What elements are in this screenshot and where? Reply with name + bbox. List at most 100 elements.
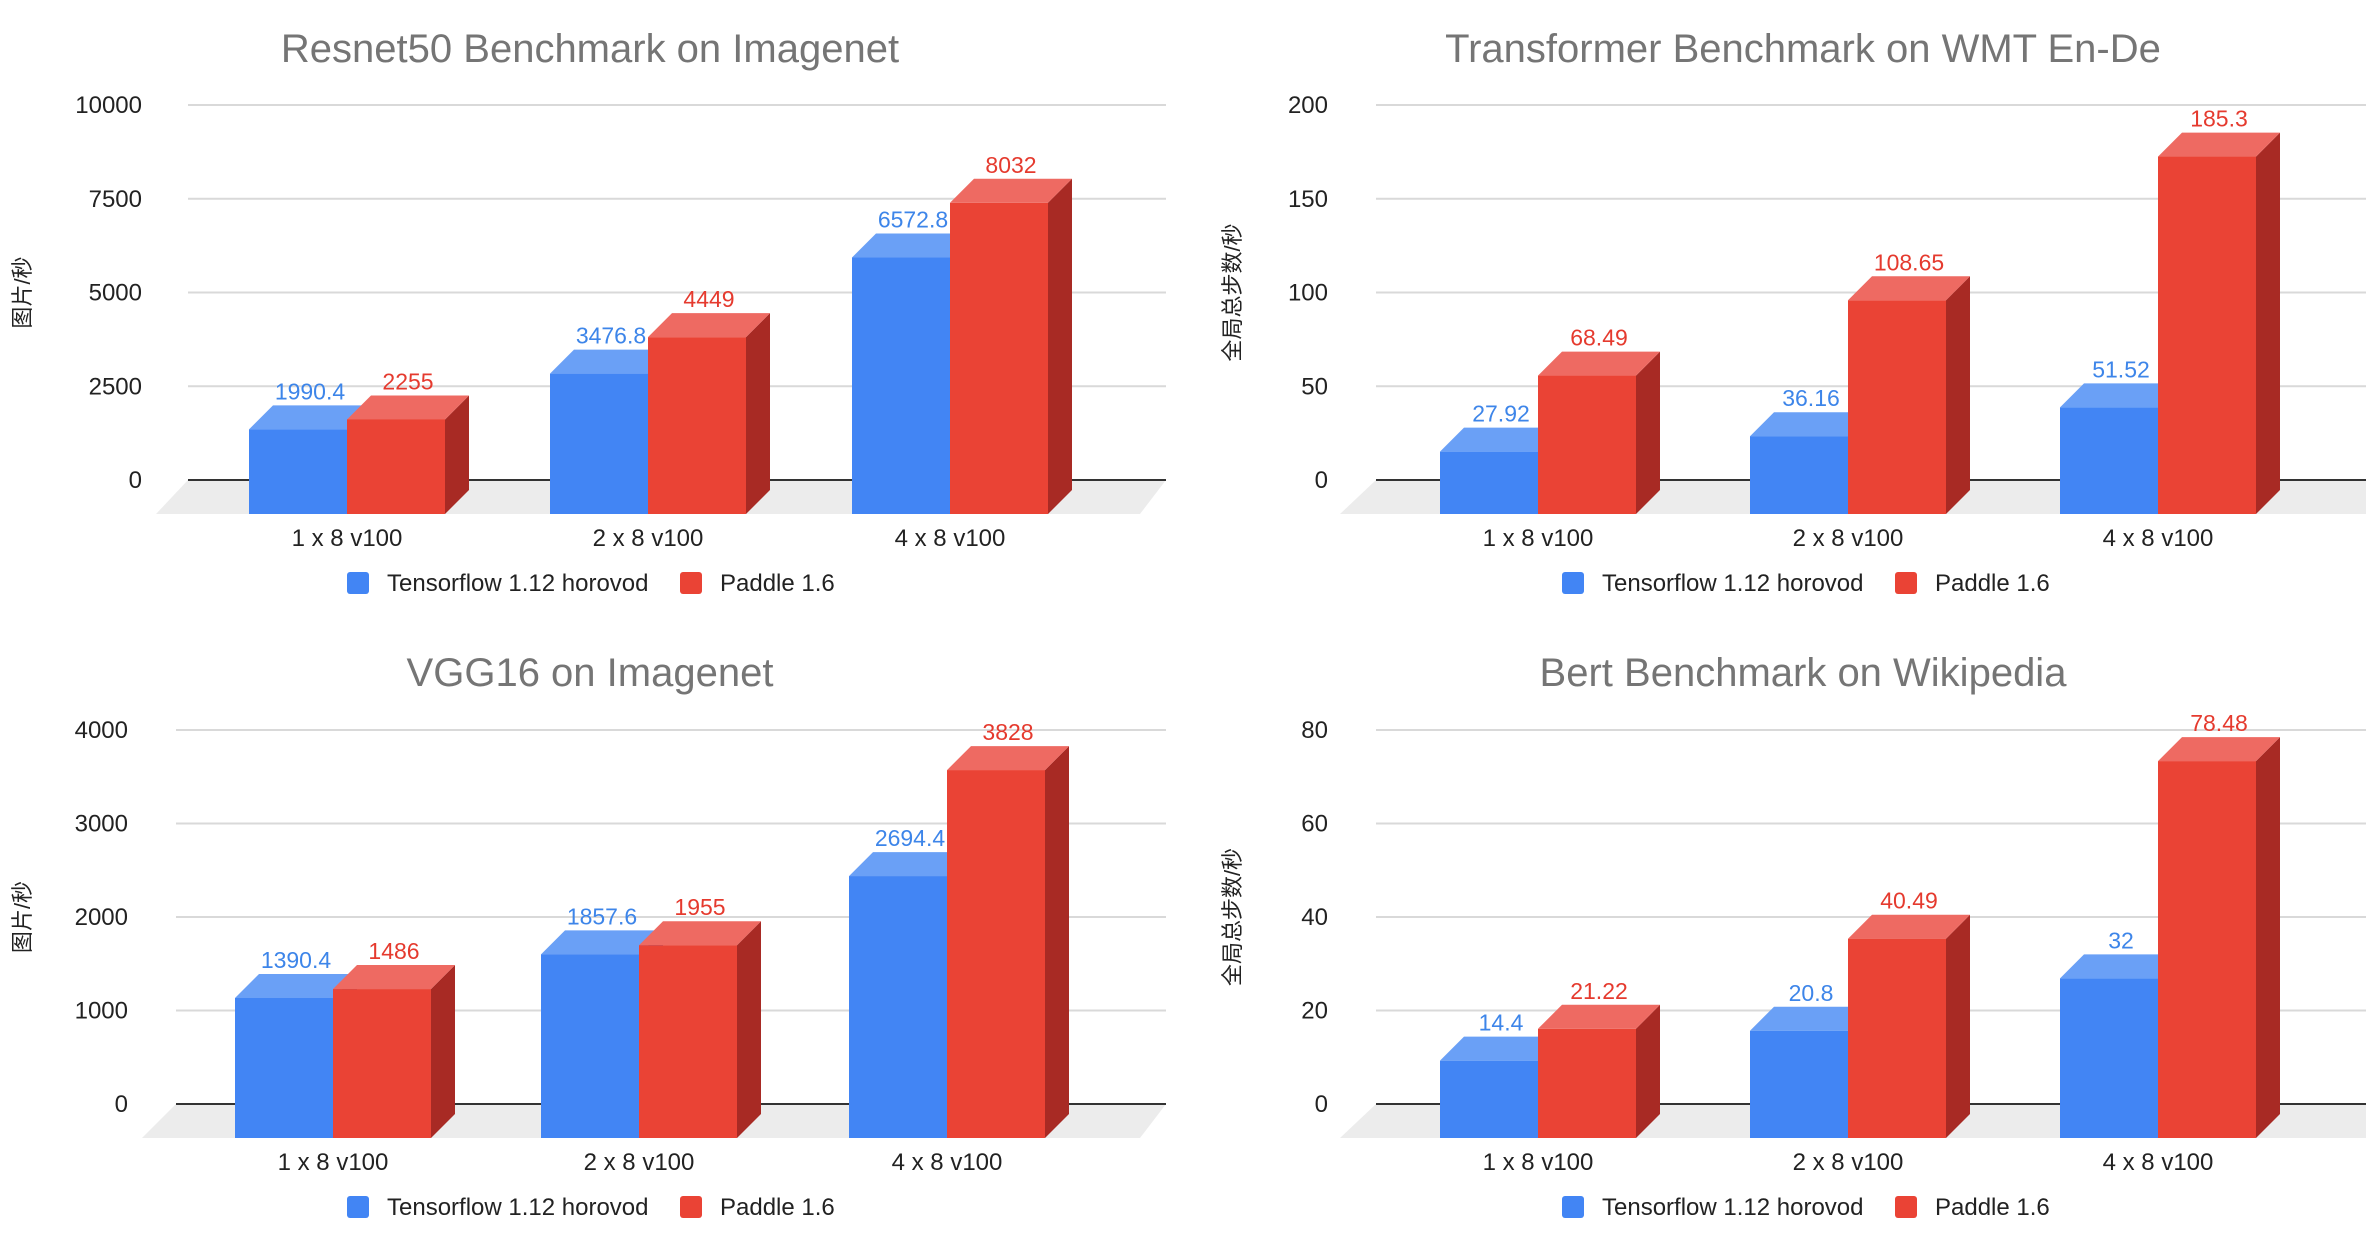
legend-swatch [680, 572, 702, 594]
bar-tensorflow: 14.4 [1440, 1010, 1562, 1138]
chart-panel-1: Resnet50 Benchmark on Imagenet 0 2500 5000 7… [10, 27, 1166, 597]
bar-front-face [1750, 436, 1848, 514]
bar-top-face [947, 746, 1069, 771]
legend-label: Tensorflow 1.12 horovod [1602, 570, 1864, 597]
x-category-label: 1 x 8 v100 [278, 1149, 389, 1176]
legend: Tensorflow 1.12 horovod Paddle 1.6 [1562, 570, 2050, 597]
x-category-label: 1 x 8 v100 [1483, 1149, 1594, 1176]
data-label: 185.3 [2190, 106, 2248, 132]
bar-side-face [1636, 1004, 1660, 1138]
x-category-label: 2 x 8 v100 [1793, 1149, 1904, 1176]
bar-side-face [1048, 178, 1072, 515]
y-tick-label: 10000 [75, 92, 142, 119]
bar-side-face [1946, 914, 1970, 1138]
data-label: 108.65 [1874, 249, 1944, 275]
bar-top-face [1848, 914, 1970, 939]
bar-side-face [737, 921, 761, 1138]
bar-top-face [541, 930, 663, 955]
bar-front-face [333, 989, 431, 1138]
bar-front-face [947, 770, 1045, 1138]
y-tick-label: 2500 [89, 373, 142, 400]
bar-paddle: 1955 [639, 894, 761, 1138]
legend-label: Tensorflow 1.12 horovod [1602, 1194, 1864, 1221]
bar-side-face [2256, 132, 2280, 514]
bar-top-face [249, 405, 371, 430]
y-tick-label: 7500 [89, 186, 142, 213]
x-category-label: 1 x 8 v100 [1483, 525, 1594, 552]
x-category-label: 4 x 8 v100 [892, 1149, 1003, 1176]
legend-item: Tensorflow 1.12 horovod [1562, 1194, 1864, 1221]
chart-panel-3: VGG16 on Imagenet 0 1000 2000 3000 4000 图片/秒 13… [10, 651, 1166, 1221]
data-label: 78.48 [2190, 710, 2248, 736]
bar-front-face [849, 876, 947, 1138]
legend: Tensorflow 1.12 horovod Paddle 1.6 [1562, 1194, 2050, 1221]
bar-top-face [648, 313, 770, 338]
legend-label: Paddle 1.6 [1935, 570, 2050, 597]
bar-side-face [445, 395, 469, 514]
bar-paddle: 108.65 [1848, 249, 1970, 514]
data-label: 6572.8 [878, 207, 948, 233]
legend: Tensorflow 1.12 horovod Paddle 1.6 [347, 1194, 835, 1221]
bar-front-face [1440, 1060, 1538, 1138]
bar-top-face [1750, 1006, 1872, 1031]
y-axis-label: 图片/秒 [10, 881, 35, 953]
legend-item: Paddle 1.6 [1895, 1194, 2050, 1221]
data-label: 32 [2108, 927, 2134, 953]
data-label: 1857.6 [567, 903, 637, 929]
bar-front-face [1750, 1030, 1848, 1138]
data-label: 68.49 [1570, 325, 1628, 351]
bar-front-face [1848, 938, 1946, 1138]
data-label: 40.49 [1880, 888, 1938, 914]
y-tick-label: 2000 [75, 904, 128, 931]
bar-top-face [347, 395, 469, 420]
bar-paddle: 185.3 [2158, 106, 2280, 514]
bar-paddle: 68.49 [1538, 325, 1660, 514]
data-label: 4449 [683, 286, 734, 312]
y-tick-label: 80 [1301, 717, 1328, 744]
data-label: 2255 [382, 368, 433, 394]
legend-swatch [1562, 1196, 1584, 1218]
data-label: 27.92 [1472, 401, 1530, 427]
bar-front-face [550, 373, 648, 514]
legend-item: Paddle 1.6 [1895, 570, 2050, 597]
legend-label: Tensorflow 1.12 horovod [387, 570, 649, 597]
legend-swatch [680, 1196, 702, 1218]
bar-front-face [2158, 156, 2256, 514]
legend-swatch [1562, 572, 1584, 594]
y-tick-label: 20 [1301, 998, 1328, 1025]
y-tick-label: 100 [1288, 280, 1328, 307]
chart-title: Bert Benchmark on Wikipedia [1540, 651, 2068, 695]
legend-swatch [347, 1196, 369, 1218]
bar-top-face [2060, 383, 2182, 408]
bar-front-face [249, 429, 347, 514]
bar-top-face [950, 178, 1072, 203]
bar-top-face [550, 349, 672, 374]
y-tick-label: 0 [115, 1091, 128, 1118]
bar-front-face [2158, 761, 2256, 1138]
bar-front-face [2060, 978, 2158, 1138]
legend-item: Paddle 1.6 [680, 1194, 835, 1221]
bar-top-face [2060, 954, 2182, 979]
y-tick-label: 150 [1288, 186, 1328, 213]
y-axis-label: 全局总步数/秒 [1220, 223, 1245, 361]
chart-panel-2: Transformer Benchmark on WMT En-De 0 50 100… [1220, 27, 2366, 597]
bar-paddle: 1486 [333, 938, 455, 1138]
legend-swatch [1895, 572, 1917, 594]
bar-front-face [541, 954, 639, 1138]
data-label: 3476.8 [576, 323, 646, 349]
bar-front-face [1538, 375, 1636, 514]
y-tick-label: 1000 [75, 998, 128, 1025]
x-category-label: 2 x 8 v100 [593, 525, 704, 552]
y-tick-label: 0 [129, 467, 142, 494]
chart-panel-4: Bert Benchmark on Wikipedia 0 20 40 60 80 全局总步… [1220, 651, 2366, 1221]
chart-title: Resnet50 Benchmark on Imagenet [281, 27, 899, 71]
bar-top-face [2158, 737, 2280, 762]
bar-side-face [746, 313, 770, 514]
legend-label: Paddle 1.6 [1935, 1194, 2050, 1221]
legend-swatch [347, 572, 369, 594]
bar-front-face [852, 257, 950, 514]
y-tick-label: 50 [1301, 373, 1328, 400]
data-label: 2694.4 [875, 825, 946, 851]
legend-item: Tensorflow 1.12 horovod [1562, 570, 1864, 597]
data-label: 3828 [982, 719, 1033, 745]
